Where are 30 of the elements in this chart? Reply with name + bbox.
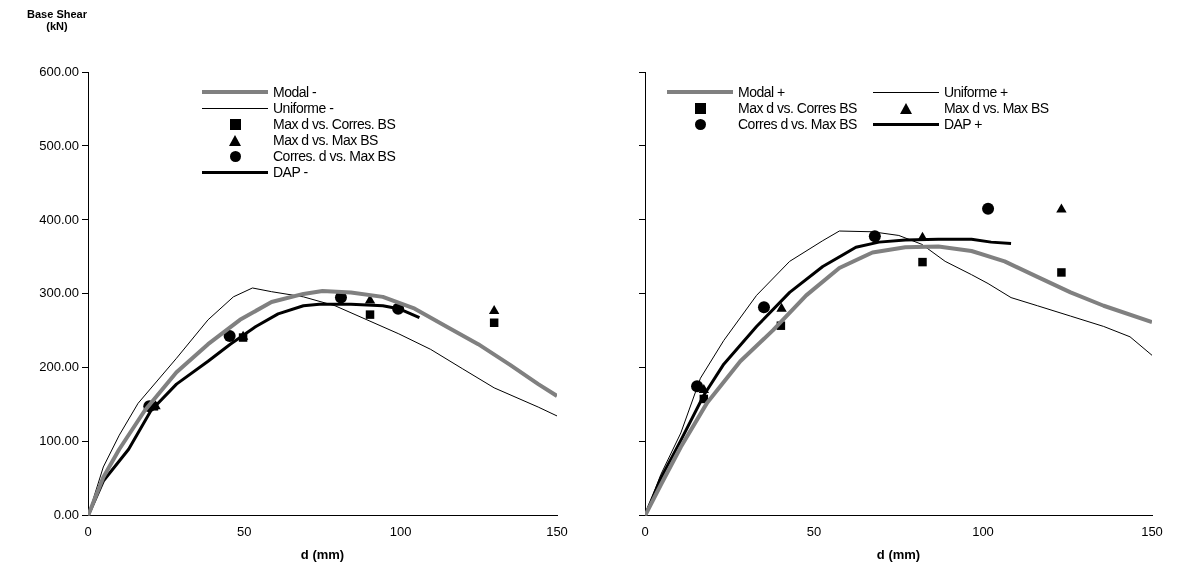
x-tick-label: 0 <box>84 524 92 540</box>
y-tick-label: 600.00 <box>39 63 79 79</box>
legend-label: DAP - <box>273 164 308 180</box>
y-tick-label: 400.00 <box>39 211 79 227</box>
legend-label: Max d vs. Max BS <box>273 132 378 148</box>
legend-label: Corres. d vs. Max BS <box>273 148 396 164</box>
y-tick-label: 300.00 <box>39 285 79 301</box>
x-axis-title: d (mm) <box>876 546 921 562</box>
y-tick-label: 0.00 <box>53 507 79 523</box>
x-tick-label: 0 <box>641 524 649 540</box>
legend-label: Modal + <box>738 84 785 100</box>
x-tick-label: 150 <box>1141 524 1163 540</box>
x-tick-label: 100 <box>972 524 994 540</box>
legend-label: Max d vs. Corres. BS <box>273 116 396 132</box>
y-axis-title: Base Shear (kN) <box>26 8 88 32</box>
x-tick-label: 50 <box>237 524 252 540</box>
x-tick-label: 150 <box>546 524 568 540</box>
y-tick-label: 100.00 <box>39 433 79 449</box>
x-tick-label: 100 <box>389 524 412 540</box>
x-tick-label: 50 <box>806 524 822 540</box>
legend-label: Corres d vs. Max BS <box>738 116 857 132</box>
legend-label: Max d vs. Max BS <box>943 100 1049 116</box>
legend-label: Uniforme - <box>273 100 334 116</box>
y-tick-label: 500.00 <box>39 137 79 153</box>
legend-label: DAP + <box>943 116 982 132</box>
legend-label: Max d vs. Corres BS <box>738 100 857 116</box>
legend-label: Modal - <box>273 84 317 100</box>
x-axis-title: d (mm) <box>300 546 345 562</box>
y-tick-label: 200.00 <box>39 359 79 375</box>
legend-label: Uniforme + <box>943 84 1008 100</box>
